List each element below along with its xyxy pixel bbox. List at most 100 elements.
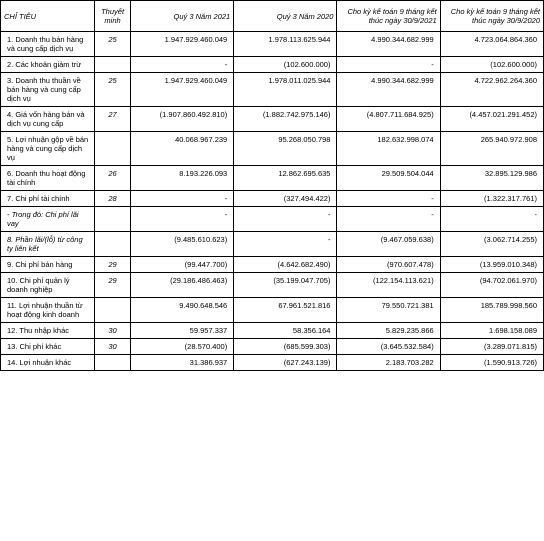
row-label: 8. Phần lãi/(lỗ) từ công ty liên kết <box>1 232 95 257</box>
row-label: 3. Doanh thu thuần về bán hàng và cung c… <box>1 73 95 107</box>
row-value: 1.978.011.025.944 <box>234 73 337 107</box>
row-value: (327.494.422) <box>234 191 337 207</box>
row-value: (1.907.860.492.810) <box>130 107 233 132</box>
row-label: 6. Doanh thu hoạt động tài chính <box>1 166 95 191</box>
row-label: 10. Chi phí quản lý doanh nghiệp <box>1 273 95 298</box>
row-value: (3.062.714.255) <box>440 232 543 257</box>
row-value: - <box>337 57 440 73</box>
row-value: - <box>130 57 233 73</box>
row-value: (9.467.059.638) <box>337 232 440 257</box>
row-label: 14. Lợi nhuận khác <box>1 355 95 371</box>
table-row: 13. Chi phí khác30(28.570.400)(685.599.3… <box>1 339 544 355</box>
row-value: - <box>337 207 440 232</box>
row-value: 265.940.972.908 <box>440 132 543 166</box>
row-value: - <box>130 207 233 232</box>
row-note: 30 <box>95 323 131 339</box>
row-note <box>95 355 131 371</box>
row-note: 29 <box>95 273 131 298</box>
row-value: 5.829.235.866 <box>337 323 440 339</box>
row-value: 2.183.703.282 <box>337 355 440 371</box>
table-row: 10. Chi phí quản lý doanh nghiệp29(29.18… <box>1 273 544 298</box>
row-value: 67.961.521.816 <box>234 298 337 323</box>
row-note <box>95 207 131 232</box>
table-row: 9. Chi phí bán hàng29(99.447.700)(4.642.… <box>1 257 544 273</box>
row-value: 29.509.504.044 <box>337 166 440 191</box>
financial-statement-table: CHỈ TIÊU Thuyết minh Quý 3 Năm 2021 Quý … <box>0 0 544 371</box>
table-row: 6. Doanh thu hoạt động tài chính268.193.… <box>1 166 544 191</box>
row-value: 8.193.226.093 <box>130 166 233 191</box>
header-q3-2021: Quý 3 Năm 2021 <box>130 1 233 32</box>
row-value: 40.068.967.239 <box>130 132 233 166</box>
row-value: (13.959.010.348) <box>440 257 543 273</box>
table-row: 14. Lợi nhuận khác 31.386.937(627.243.139… <box>1 355 544 371</box>
table-row: 1. Doanh thu bán hàng và cung cấp dịch v… <box>1 32 544 57</box>
header-q3-2020: Quý 3 Năm 2020 <box>234 1 337 32</box>
row-value: (102.600.000) <box>440 57 543 73</box>
header-ytd-2020: Cho kỳ kế toán 9 tháng kết thúc ngày 30/… <box>440 1 543 32</box>
row-value: - <box>234 207 337 232</box>
row-value: (685.599.303) <box>234 339 337 355</box>
row-value: - <box>130 191 233 207</box>
row-value: (3.645.532.584) <box>337 339 440 355</box>
row-label: 7. Chi phí tài chính <box>1 191 95 207</box>
table-row: 5. Lợi nhuận gộp về bán hàng và cung cấp… <box>1 132 544 166</box>
row-note: 26 <box>95 166 131 191</box>
row-value: 185.789.998.560 <box>440 298 543 323</box>
row-value: (9.485.610.623) <box>130 232 233 257</box>
row-note <box>95 232 131 257</box>
row-value: (4.457.021.291.452) <box>440 107 543 132</box>
table-row: 3. Doanh thu thuần về bán hàng và cung c… <box>1 73 544 107</box>
row-note <box>95 57 131 73</box>
row-value: 1.978.113.625.944 <box>234 32 337 57</box>
table-row: 2. Các khoản giảm trừ-(102.600.000)-(102… <box>1 57 544 73</box>
row-value: 4.990.344.682.999 <box>337 73 440 107</box>
row-label: 4. Giá vốn hàng bán và dịch vụ cung cấp <box>1 107 95 132</box>
row-label: 9. Chi phí bán hàng <box>1 257 95 273</box>
table-row: 4. Giá vốn hàng bán và dịch vụ cung cấp2… <box>1 107 544 132</box>
row-note: 29 <box>95 257 131 273</box>
row-value: 4.990.344.682.999 <box>337 32 440 57</box>
row-note: 27 <box>95 107 131 132</box>
row-value: 31.386.937 <box>130 355 233 371</box>
row-value: (4.807.711.684.925) <box>337 107 440 132</box>
row-value: (627.243.139) <box>234 355 337 371</box>
row-value: - <box>234 232 337 257</box>
row-note <box>95 132 131 166</box>
row-note: 25 <box>95 32 131 57</box>
row-label: 1. Doanh thu bán hàng và cung cấp dịch v… <box>1 32 95 57</box>
row-value: - <box>337 191 440 207</box>
row-value: 182.632.998.074 <box>337 132 440 166</box>
row-label: 2. Các khoản giảm trừ <box>1 57 95 73</box>
row-value: 4.722.962.264.360 <box>440 73 543 107</box>
row-label: 12. Thu nhập khác <box>1 323 95 339</box>
row-value: (3.289.071.815) <box>440 339 543 355</box>
row-note: 28 <box>95 191 131 207</box>
row-value: (35.199.047.705) <box>234 273 337 298</box>
table-row: 8. Phần lãi/(lỗ) từ công ty liên kết (9.4… <box>1 232 544 257</box>
row-value: (122.154.113.621) <box>337 273 440 298</box>
row-value: 58.356.164 <box>234 323 337 339</box>
row-value: - <box>440 207 543 232</box>
row-label: 13. Chi phí khác <box>1 339 95 355</box>
row-value: 95.268.050.798 <box>234 132 337 166</box>
header-chitieu: CHỈ TIÊU <box>1 1 95 32</box>
row-value: 32.895.129.986 <box>440 166 543 191</box>
header-ytd-2021: Cho kỳ kế toán 9 tháng kết thúc ngày 30/… <box>337 1 440 32</box>
header-thuyetminh: Thuyết minh <box>95 1 131 32</box>
row-value: 1.698.158.089 <box>440 323 543 339</box>
row-label: 5. Lợi nhuận gộp về bán hàng và cung cấp… <box>1 132 95 166</box>
row-value: 79.550.721.381 <box>337 298 440 323</box>
row-value: (1.590.913.726) <box>440 355 543 371</box>
row-value: 1.947.929.460.049 <box>130 32 233 57</box>
row-value: 1.947.929.460.049 <box>130 73 233 107</box>
table-row: 7. Chi phí tài chính28-(327.494.422)-(1.… <box>1 191 544 207</box>
row-note <box>95 298 131 323</box>
row-value: (1.882.742.975.146) <box>234 107 337 132</box>
row-value: (102.600.000) <box>234 57 337 73</box>
row-value: 4.723.064.864.360 <box>440 32 543 57</box>
row-value: (94.702.061.970) <box>440 273 543 298</box>
row-value: 59.957.337 <box>130 323 233 339</box>
row-label: - Trong đó: Chi phí lãi vay <box>1 207 95 232</box>
row-value: (28.570.400) <box>130 339 233 355</box>
table-body: 1. Doanh thu bán hàng và cung cấp dịch v… <box>1 32 544 371</box>
